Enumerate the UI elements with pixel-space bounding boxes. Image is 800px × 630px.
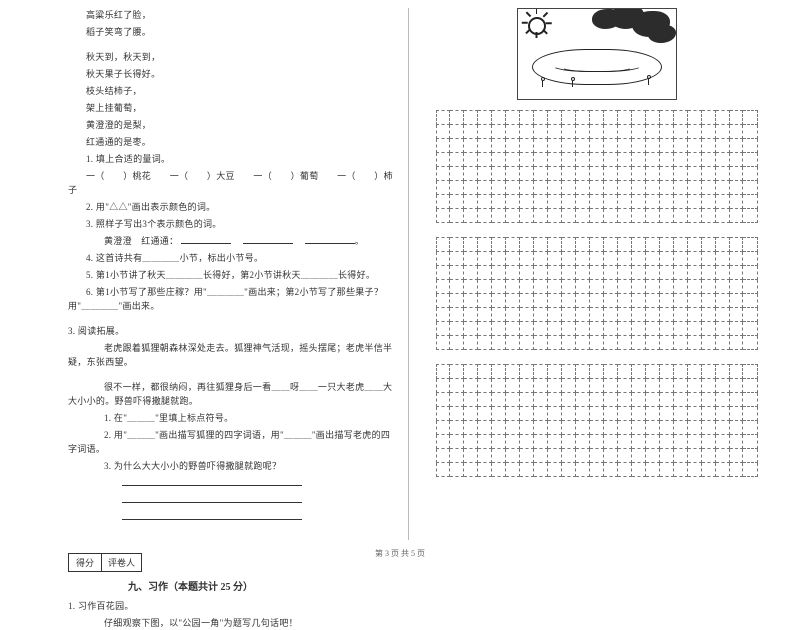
reading-sub: 2. 用"＿＿＿"画出描写狐狸的四字词语，用"＿＿＿"画出描写老虎的四字词语。 — [68, 428, 396, 456]
writing-grid-3[interactable] — [436, 364, 758, 477]
reading-sub: 3. 为什么大大小小的野兽吓得撒腿就跑呢？ — [68, 459, 396, 473]
poem-line: 枝头结柿子， — [68, 84, 396, 98]
answer-line — [68, 476, 396, 490]
blank-field[interactable] — [122, 493, 302, 503]
reading-title: 3. 阅读拓展。 — [68, 324, 396, 338]
poem-line: 秋天果子长得好。 — [68, 67, 396, 81]
person-icon — [646, 75, 652, 87]
writing-grid-1[interactable] — [436, 110, 758, 223]
answer-line — [68, 493, 396, 507]
pond-icon — [532, 49, 662, 85]
reading-paragraph: 很不一样，都很纳闷，再往狐狸身后一看＿＿呀＿＿一只大老虎＿＿大大小小的。野兽吓得… — [68, 380, 396, 408]
reading-sub: 1. 在"＿＿＿"里填上标点符号。 — [68, 411, 396, 425]
poem-line: 高粱乐红了脸， — [68, 8, 396, 22]
page-footer: 第 3 页 共 5 页 — [0, 548, 800, 559]
poem-line: 黄澄澄的是梨， — [68, 118, 396, 132]
poem-line: 红通通的是枣。 — [68, 135, 396, 149]
poem-line: 架上挂葡萄， — [68, 101, 396, 115]
blank-field[interactable] — [305, 234, 355, 244]
reading-paragraph: 老虎跟着狐狸朝森林深处走去。狐狸神气活现，摇头摆尾；老虎半信半疑，东张西望。 — [68, 341, 396, 369]
person-icon — [540, 77, 546, 89]
writing-grid-2[interactable] — [436, 237, 758, 350]
answer-line — [68, 510, 396, 524]
blank-field[interactable] — [122, 510, 302, 520]
question-stem: 5. 第1小节讲了秋天＿＿＿＿长得好，第2小节讲秋天＿＿＿＿长得好。 — [68, 268, 396, 282]
question-stem: 6. 第1小节写了那些庄稼？用"＿＿＿＿"画出来；第2小节写了那些果子？用"＿＿… — [68, 285, 396, 313]
blank-field[interactable] — [122, 476, 302, 486]
blank-field[interactable] — [243, 234, 293, 244]
question-stem: 1. 填上合适的量词。 — [68, 152, 396, 166]
page-container: 高粱乐红了脸， 稻子笑弯了腰。 秋天到，秋天到， 秋天果子长得好。 枝头结柿子，… — [0, 0, 800, 540]
zuowen-line: 1. 习作百花园。 — [68, 599, 396, 613]
left-column: 高粱乐红了脸， 稻子笑弯了腰。 秋天到，秋天到， 秋天果子长得好。 枝头结柿子，… — [68, 8, 408, 540]
example-text: 黄澄澄 红通通： — [104, 236, 178, 246]
person-icon — [570, 77, 576, 89]
right-column — [408, 8, 770, 540]
poem-line: 稻子笑弯了腰。 — [68, 25, 396, 39]
poem-line: 秋天到，秋天到， — [68, 50, 396, 64]
question-stem: 3. 照样子写出3个表示颜色的词。 — [68, 217, 396, 231]
question-row: 一（ ）桃花 一（ ）大豆 一（ ）葡萄 一（ ）柿子 — [68, 169, 396, 197]
example-line: 黄澄澄 红通通： 。 — [68, 234, 396, 248]
blank-field[interactable] — [181, 234, 231, 244]
zuowen-line: 仔细观察下图，以"公园一角"为题写几句话吧！ — [68, 616, 396, 630]
question-stem: 2. 用"△△"画出表示颜色的词。 — [68, 200, 396, 214]
park-illustration — [517, 8, 677, 100]
section-title: 九、习作（本题共计 25 分） — [128, 578, 396, 593]
foliage-icon — [592, 8, 677, 49]
question-stem: 4. 这首诗共有＿＿＿＿小节，标出小节号。 — [68, 251, 396, 265]
